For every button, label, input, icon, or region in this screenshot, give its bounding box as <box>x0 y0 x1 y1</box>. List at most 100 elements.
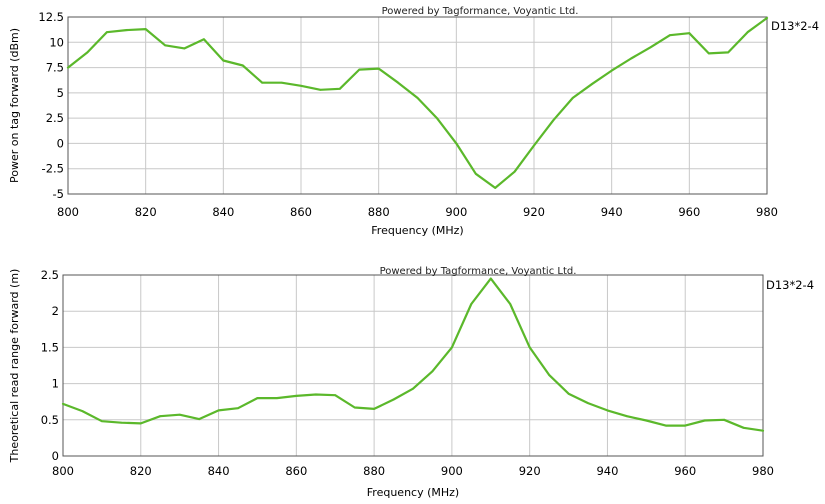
data-point <box>567 392 570 395</box>
watermark-text: Powered by Tagformance, Voyantic Ltd. <box>382 6 579 17</box>
data-point <box>178 413 181 416</box>
data-point <box>664 424 667 427</box>
data-point <box>436 117 438 120</box>
data-point <box>707 52 710 55</box>
data-point <box>397 81 399 84</box>
y-axis-label: Power on tag forward (dBm) <box>8 28 21 183</box>
x-tick-label: 980 <box>756 205 778 219</box>
x-tick-label: 880 <box>363 464 385 478</box>
data-point <box>587 402 589 405</box>
y-tick-label: 2 <box>52 304 59 318</box>
data-point <box>669 34 671 37</box>
read-range-chart: 800 820 840 860 880 900 920 940 960 980 0 0.5 1 1.5 2 2… <box>8 266 814 499</box>
y-tick-label: 7.5 <box>46 61 64 75</box>
data-point <box>256 397 259 399</box>
series-line <box>61 277 765 432</box>
data-point <box>688 32 691 35</box>
x-tick-label: 800 <box>52 464 74 478</box>
data-point <box>198 418 201 420</box>
data-point <box>120 421 123 424</box>
data-point <box>125 29 128 32</box>
y-tick-label: 1.5 <box>41 340 59 354</box>
x-tick-label: 900 <box>441 464 463 478</box>
data-point <box>684 424 687 427</box>
data-point <box>494 187 497 189</box>
data-point <box>416 97 419 99</box>
data-point <box>338 87 341 90</box>
data-point <box>377 67 380 70</box>
data-point <box>533 144 535 147</box>
legend-entry: D13*2-4 <box>771 19 819 33</box>
data-point <box>275 397 278 399</box>
data-point <box>139 422 142 425</box>
data-point <box>610 69 613 72</box>
x-axis-label: Frequency (MHz) <box>367 486 459 499</box>
data-point <box>762 429 764 432</box>
data-point <box>300 84 302 87</box>
data-point <box>552 119 555 122</box>
x-tick-label: 940 <box>601 205 623 219</box>
plot-frame <box>67 16 768 195</box>
x-tick-label: 920 <box>523 205 545 219</box>
data-point <box>571 97 574 99</box>
data-point <box>314 393 317 396</box>
data-point <box>742 426 745 429</box>
data-point <box>159 415 162 418</box>
data-point <box>766 17 768 19</box>
y-tick-label: -2.5 <box>42 162 64 176</box>
data-point <box>470 303 473 305</box>
x-tick-label: 820 <box>135 205 157 219</box>
data-point <box>649 46 652 49</box>
y-axis-label: Theoretical read range forward (m) <box>8 269 21 464</box>
x-tick-label: 940 <box>596 464 618 478</box>
data-point <box>164 44 166 47</box>
data-point <box>489 277 492 280</box>
data-point <box>261 81 264 84</box>
data-point <box>81 410 84 413</box>
data-point <box>144 28 147 31</box>
data-point <box>217 409 220 412</box>
data-point <box>630 57 632 60</box>
data-point <box>703 419 706 422</box>
data-point <box>280 81 283 84</box>
data-point <box>606 409 609 412</box>
y-tick-label: 10 <box>49 35 64 49</box>
data-point <box>723 418 726 421</box>
legend-entry: D13*2-4 <box>766 278 814 292</box>
data-point <box>450 346 453 349</box>
x-tick-label: 840 <box>208 464 230 478</box>
data-point <box>86 51 89 54</box>
y-tick-label: 1 <box>52 377 59 391</box>
x-tick-label: 920 <box>519 464 541 478</box>
x-tick-label: 980 <box>752 464 774 478</box>
data-point <box>105 31 108 34</box>
y-tick-label: 12.5 <box>38 10 64 24</box>
data-point <box>67 66 69 69</box>
data-point <box>509 303 512 305</box>
y-tick-label: 2.5 <box>41 268 59 282</box>
x-tick-label: 960 <box>674 464 696 478</box>
y-tick-label: 5 <box>57 86 64 100</box>
x-axis-label: Frequency (MHz) <box>371 224 463 237</box>
data-point <box>513 170 516 173</box>
y-tick-label: 0 <box>52 449 59 463</box>
y-tick-label: 2.5 <box>46 111 64 125</box>
data-point <box>241 64 244 67</box>
y-tick-label: 0 <box>57 136 64 150</box>
x-tick-label: 960 <box>678 205 700 219</box>
x-tick-label: 900 <box>445 205 467 219</box>
data-point <box>392 398 395 401</box>
x-tick-label: 840 <box>212 205 234 219</box>
data-point <box>412 387 414 390</box>
data-point <box>455 142 458 145</box>
data-point <box>727 51 730 54</box>
power-forward-chart: 800 820 840 860 880 900 920 940 960 980 -5 -2.5 0 2.5… <box>8 6 819 237</box>
data-point <box>203 38 205 41</box>
plot-frame <box>62 274 764 457</box>
data-point <box>353 406 356 409</box>
data-point <box>431 370 434 373</box>
data-point <box>100 420 103 423</box>
watermark-text: Powered by Tagformance, Voyantic Ltd. <box>380 266 577 277</box>
data-point <box>645 419 648 422</box>
data-point <box>474 172 477 175</box>
